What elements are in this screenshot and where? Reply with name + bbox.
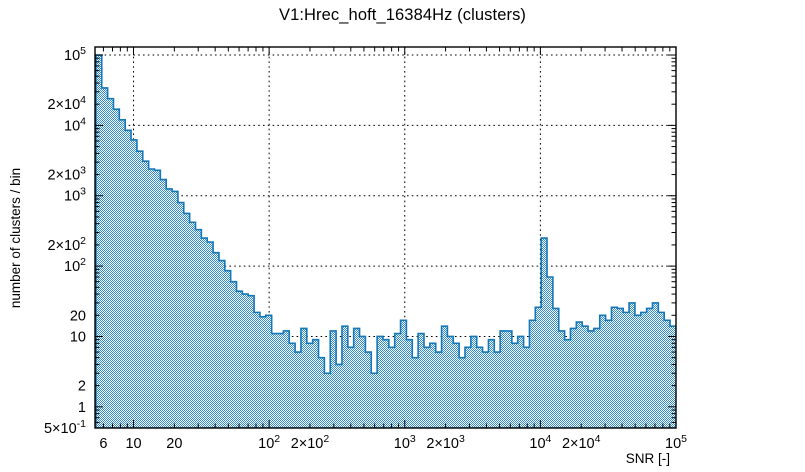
svg-text:10: 10 bbox=[70, 329, 86, 345]
svg-text:6: 6 bbox=[99, 436, 107, 452]
plot-frame bbox=[94, 46, 677, 429]
svg-text:2×103: 2×103 bbox=[47, 165, 86, 184]
svg-text:10: 10 bbox=[125, 436, 141, 452]
svg-text:104: 104 bbox=[64, 115, 86, 134]
x-axis-title: SNR [-] bbox=[626, 451, 670, 466]
axis-tick-labels: 6 10 20 102 2×102 103 2×103 104 2×104 1055×10-112… bbox=[44, 45, 687, 452]
svg-text:102: 102 bbox=[258, 433, 280, 452]
svg-text:2×102: 2×102 bbox=[291, 433, 330, 452]
svg-text:105: 105 bbox=[665, 433, 687, 452]
svg-text:105: 105 bbox=[64, 45, 86, 64]
page-title: V1:Hrec_hoft_16384Hz (clusters) bbox=[278, 6, 527, 24]
svg-text:102: 102 bbox=[64, 256, 86, 275]
svg-text:2×103: 2×103 bbox=[426, 433, 465, 452]
svg-text:2×104: 2×104 bbox=[562, 433, 601, 452]
svg-text:103: 103 bbox=[394, 433, 416, 452]
svg-text:5×10-1: 5×10-1 bbox=[44, 418, 86, 437]
svg-text:104: 104 bbox=[529, 433, 551, 452]
y-axis-title: number of clusters / bin bbox=[8, 168, 23, 308]
svg-text:2: 2 bbox=[78, 379, 86, 395]
svg-text:20: 20 bbox=[166, 436, 182, 452]
svg-text:103: 103 bbox=[64, 186, 86, 205]
svg-text:20: 20 bbox=[70, 308, 86, 324]
axis-ticks bbox=[95, 47, 676, 428]
svg-text:2×104: 2×104 bbox=[47, 94, 86, 113]
svg-text:2×102: 2×102 bbox=[47, 235, 86, 254]
histogram-series bbox=[95, 54, 676, 428]
svg-text:1: 1 bbox=[78, 400, 86, 416]
